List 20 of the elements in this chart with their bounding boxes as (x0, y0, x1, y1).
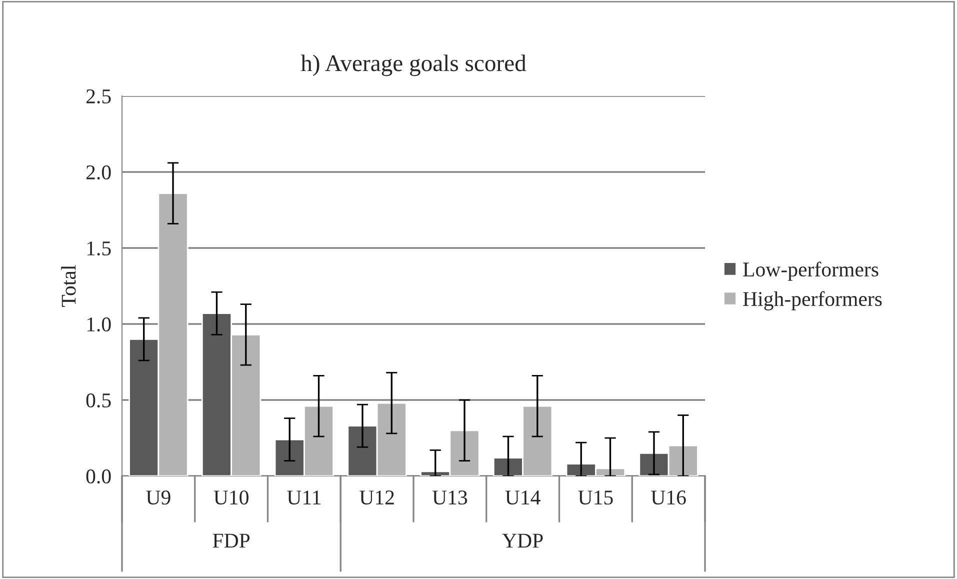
x-tick-label: U11 (287, 490, 320, 505)
y-tick-label: 0.5 (86, 393, 111, 408)
x-tick-label: U14 (505, 490, 540, 505)
y-tick-label: 2.0 (86, 165, 111, 180)
x-tick-label: U13 (432, 490, 468, 505)
x-tick-label: U10 (214, 490, 248, 505)
x-tick-label: U16 (651, 490, 686, 505)
chart-title: h) Average goals scored (300, 54, 526, 76)
text: FDP (212, 534, 250, 548)
y-axis-title: Total (61, 265, 76, 307)
legend-label: Low-performers (743, 262, 878, 281)
x-tick-label: U12 (360, 490, 394, 505)
y-tick-label: 1.5 (87, 241, 111, 256)
legend-label: High-performers (743, 291, 882, 310)
x-tick-label: U9 (146, 490, 170, 505)
y-tick-label: 0.0 (86, 469, 111, 484)
text: YDP (502, 534, 543, 548)
y-tick-label: 2.5 (86, 89, 111, 104)
x-tick-label: U15 (578, 490, 613, 505)
y-tick-label: 1.0 (87, 317, 111, 332)
